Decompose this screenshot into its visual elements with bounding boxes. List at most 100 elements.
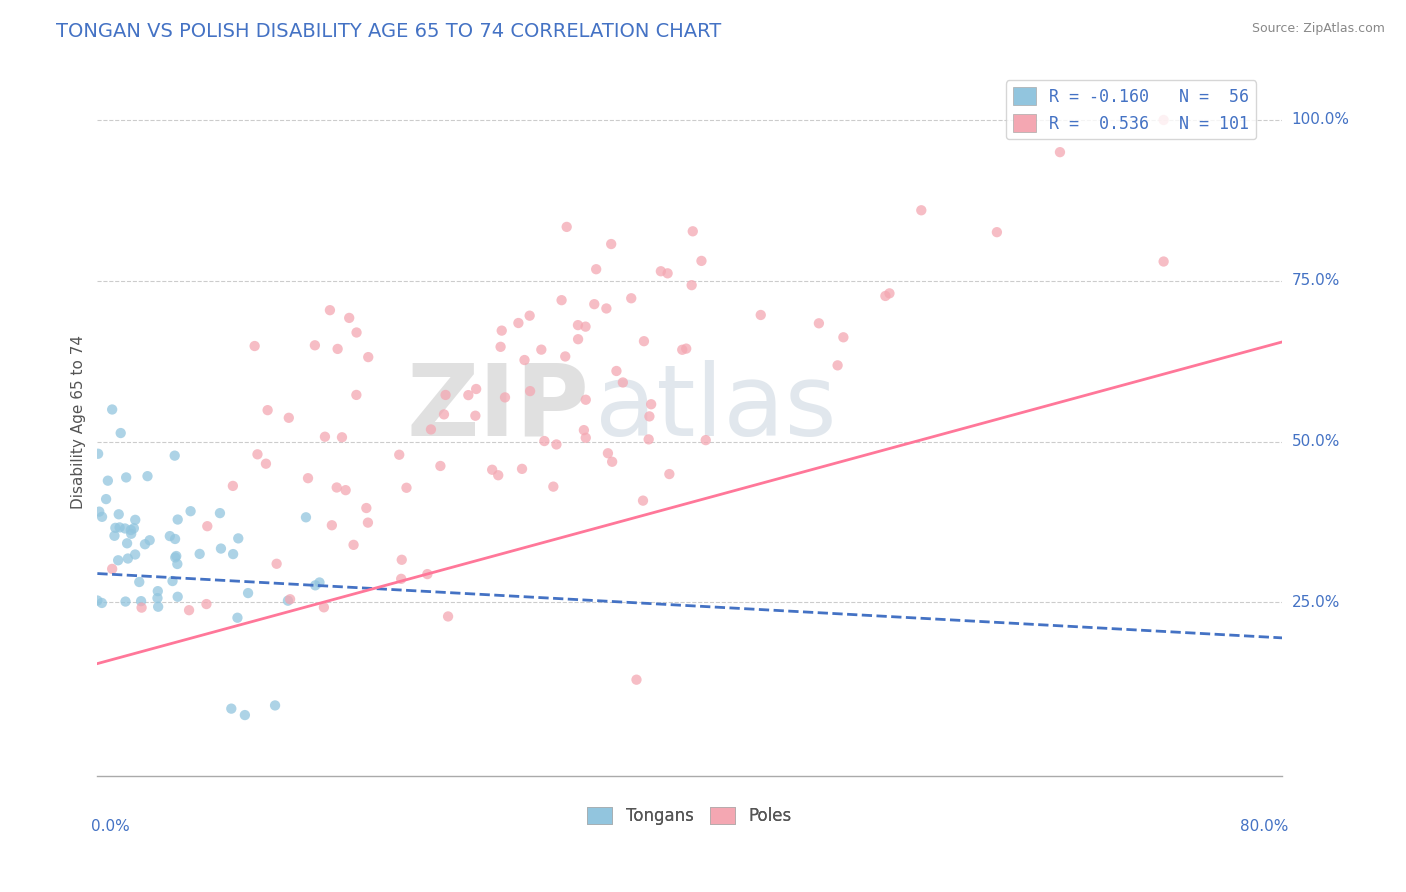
Point — [101, 402, 124, 417]
Point — [246, 447, 269, 461]
Point — [136, 469, 159, 483]
Legend: Tongans, Poles: Tongans, Poles — [581, 800, 799, 831]
Point — [457, 388, 479, 402]
Point — [330, 430, 353, 444]
Point — [108, 520, 131, 534]
Point — [486, 468, 509, 483]
Text: 50.0%: 50.0% — [1292, 434, 1340, 450]
Point — [583, 297, 606, 311]
Point — [1153, 113, 1175, 128]
Point — [233, 708, 256, 723]
Point — [510, 462, 533, 476]
Point — [208, 506, 231, 520]
Point — [86, 593, 108, 607]
Point — [177, 603, 200, 617]
Point — [491, 324, 513, 338]
Point — [572, 423, 595, 437]
Point — [464, 409, 486, 423]
Point — [832, 330, 855, 344]
Point — [555, 219, 578, 234]
Point — [120, 523, 142, 537]
Text: 75.0%: 75.0% — [1292, 273, 1340, 288]
Text: 25.0%: 25.0% — [1292, 595, 1340, 610]
Point — [986, 225, 1008, 239]
Point — [97, 474, 120, 488]
Point — [195, 519, 218, 533]
Point — [163, 449, 186, 463]
Point — [875, 289, 897, 303]
Point — [277, 410, 299, 425]
Point — [304, 338, 326, 352]
Point — [209, 541, 232, 556]
Point — [295, 510, 318, 524]
Point — [342, 538, 364, 552]
Point — [433, 408, 456, 422]
Point — [638, 409, 661, 424]
Point — [134, 537, 156, 551]
Point — [326, 342, 349, 356]
Point — [596, 446, 619, 460]
Point — [256, 403, 278, 417]
Text: Source: ZipAtlas.com: Source: ZipAtlas.com — [1251, 22, 1385, 36]
Point — [337, 310, 360, 325]
Point — [304, 578, 326, 592]
Point — [321, 518, 343, 533]
Point — [180, 504, 202, 518]
Point — [640, 397, 662, 411]
Point — [567, 332, 589, 346]
Point — [124, 513, 146, 527]
Point — [650, 264, 672, 278]
Point — [481, 463, 503, 477]
Point — [749, 308, 772, 322]
Point — [146, 599, 169, 614]
Point — [389, 572, 412, 586]
Point — [543, 480, 565, 494]
Point — [124, 548, 146, 562]
Point — [166, 590, 188, 604]
Point — [695, 433, 717, 447]
Point — [391, 553, 413, 567]
Point — [226, 611, 249, 625]
Point — [879, 286, 901, 301]
Point — [519, 309, 541, 323]
Point — [494, 390, 516, 404]
Text: 0.0%: 0.0% — [91, 819, 131, 834]
Point — [437, 609, 460, 624]
Text: ZIP: ZIP — [406, 359, 589, 457]
Point — [266, 557, 288, 571]
Point — [166, 512, 188, 526]
Point — [682, 224, 704, 238]
Point — [530, 343, 553, 357]
Y-axis label: Disability Age 65 to 74: Disability Age 65 to 74 — [72, 335, 86, 509]
Point — [1153, 254, 1175, 268]
Point — [107, 508, 129, 522]
Point — [162, 574, 184, 588]
Point — [188, 547, 211, 561]
Point — [114, 594, 136, 608]
Point — [226, 532, 249, 546]
Point — [115, 470, 138, 484]
Point — [429, 458, 451, 473]
Text: 80.0%: 80.0% — [1240, 819, 1288, 834]
Point — [633, 334, 655, 349]
Text: 100.0%: 100.0% — [1292, 112, 1350, 128]
Point — [165, 550, 187, 565]
Point — [146, 591, 169, 606]
Point — [357, 350, 380, 364]
Point — [254, 457, 277, 471]
Point — [519, 384, 541, 398]
Point — [357, 516, 380, 530]
Point — [612, 376, 634, 390]
Point — [236, 586, 259, 600]
Point — [533, 434, 555, 448]
Point — [120, 526, 142, 541]
Point — [89, 505, 111, 519]
Point — [264, 698, 287, 713]
Point — [690, 253, 713, 268]
Point — [308, 575, 330, 590]
Point — [658, 467, 681, 481]
Point — [626, 673, 648, 687]
Point — [600, 455, 623, 469]
Point — [513, 353, 536, 368]
Point — [195, 597, 218, 611]
